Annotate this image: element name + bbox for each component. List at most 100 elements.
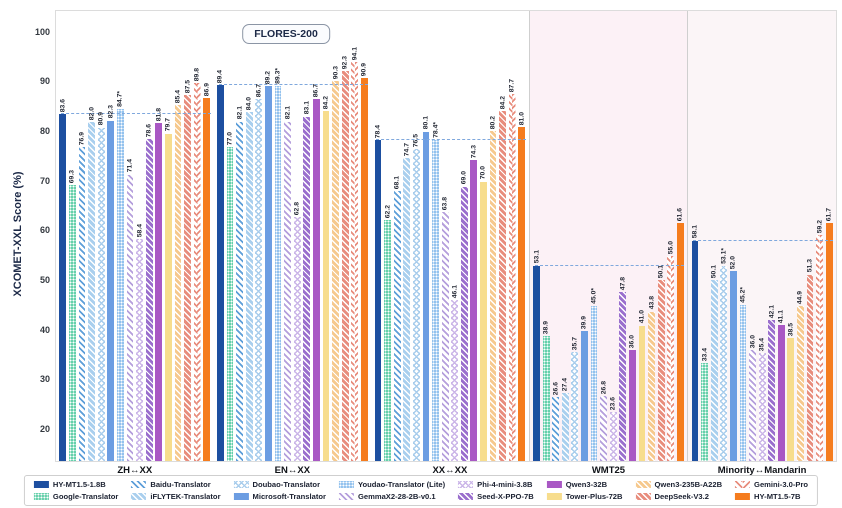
legend-label: Doubao-Translator	[252, 480, 321, 489]
bar-Qwen3-235B-A22B: 90.3	[332, 66, 339, 461]
legend-swatch	[338, 481, 354, 488]
bar-fill	[489, 131, 497, 461]
bar-value-label: 84.2	[499, 95, 507, 110]
bar-Tower-Plus-72B: 84.2	[322, 96, 329, 461]
legend-swatch	[635, 493, 651, 500]
bar-fill	[136, 239, 143, 461]
bar-value-label: 74.3	[470, 145, 478, 159]
bar-fill	[619, 291, 627, 461]
bar-DeepSeek-V3.2: 87.5	[184, 80, 191, 461]
bar-value-label: 50.1	[657, 265, 665, 279]
baseline-dashed-reference	[534, 264, 685, 266]
bar-fill	[600, 396, 608, 461]
bar-value-label: 70.0	[479, 166, 487, 180]
bar-Gemini-3.0-Pro: 55.0	[667, 241, 675, 461]
bar-value-label: 78.4	[374, 124, 382, 138]
bar-GemmaX2-28-2B-v0.1: 26.8	[600, 381, 608, 461]
flores-200-badge: FLORES-200	[242, 24, 330, 44]
legend-item-Doubao-Translator: Doubao-Translator	[233, 480, 326, 489]
bar-value-label: 58.4	[136, 223, 144, 238]
baseline-dashed-reference	[376, 139, 526, 140]
bar-value-label: 69.0	[460, 171, 468, 185]
bar-value-label: 58.1	[691, 225, 699, 239]
bar-fill	[107, 120, 115, 461]
bar-value-label: 89.3*	[274, 68, 282, 84]
bar-value-label: 83.1	[303, 101, 311, 115]
legend-item-HY-MT1.5-1.8B: HY-MT1.5-1.8B	[33, 480, 118, 489]
bar-HY-MT1.5-7B: 90.9	[361, 63, 368, 461]
legend-label: HY-MT1.5-1.8B	[52, 480, 106, 489]
y-tick-label: 30	[39, 374, 50, 385]
bar-Tower-Plus-72B: 79.7	[164, 118, 172, 461]
bar-Gemini-3.0-Pro: 59.2	[816, 220, 823, 461]
bars-row: 58.1 33.4 50.1 53.1* 52.0 45.2* 36.0 35.4 42.1 41…	[688, 11, 836, 461]
bar-HY-MT1.5-1.8B: 53.1	[533, 250, 540, 461]
bar-fill	[274, 85, 282, 461]
bar-fill	[312, 98, 320, 461]
bar-fill	[629, 350, 636, 461]
bar-value-label: 59.2	[816, 220, 824, 234]
bar-value-label: 84.7*	[116, 90, 124, 107]
bar-DeepSeek-V3.2: 50.1	[657, 265, 665, 461]
legend-label: Seed-X-PPO-7B	[477, 492, 534, 501]
legend-swatch	[131, 481, 147, 488]
bar-value-label: 62.8	[293, 202, 301, 216]
bar-value-label: 38.9	[542, 320, 550, 334]
bar-value-label: 83.6	[59, 98, 67, 113]
legend-label: Gemini-3.0-Pro	[754, 480, 809, 489]
bar-fill	[729, 271, 737, 461]
bar-value-label: 71.4	[126, 159, 134, 173]
bar-fill	[657, 280, 665, 461]
bar-fill	[777, 325, 785, 461]
bar-HY-MT1.5-1.8B: 83.6	[59, 99, 66, 461]
bar-fill	[226, 146, 234, 461]
bar-value-label: 82.1	[284, 106, 292, 120]
legend-swatch	[233, 481, 249, 488]
bar-Phi-4-mini-3.8B: 35.4	[759, 338, 766, 461]
bar-iFLYTEK-Translator: 27.4	[562, 378, 569, 461]
bar-fill	[508, 93, 516, 461]
baseline-dashed-reference	[218, 84, 369, 86]
bar-value-label: 80.9	[97, 112, 105, 126]
bar-value-label: 43.8	[648, 296, 656, 310]
bar-value-label: 87.7	[508, 78, 516, 92]
bar-Tower-Plus-72B: 38.5	[787, 323, 794, 461]
bar-value-label: 35.7	[571, 336, 579, 350]
bar-Qwen3-235B-A22B: 80.2	[489, 116, 497, 461]
group-Minority↔Mandarin: 58.1 33.4 50.1 53.1* 52.0 45.2* 36.0 35.4 42.1 41…	[687, 11, 836, 476]
bar-Microsoft-Translator: 80.1	[422, 116, 430, 461]
bar-fill	[667, 256, 675, 461]
bar-value-label: 68.1	[393, 175, 401, 190]
bar-Doubao-Translator: 35.7	[571, 337, 578, 461]
bar-value-label: 45.0*	[590, 287, 598, 304]
bar-fill	[193, 83, 201, 461]
bar-Doubao-Translator: 53.1*	[720, 248, 727, 461]
bar-fill	[638, 325, 646, 461]
bar-value-label: 46.1	[451, 285, 459, 299]
bar-fill	[384, 220, 391, 461]
legend-label: Qwen3-235B-A22B	[654, 480, 723, 489]
bar-iFLYTEK-Translator: 84.0	[246, 97, 253, 461]
bar-Gemini-3.0-Pro: 94.1	[351, 47, 358, 461]
legend-item-GemmaX2-28-2B-v0.1: GemmaX2-28-2B-v0.1	[338, 492, 445, 501]
bar-HY-MT1.5-1.8B: 58.1	[691, 225, 698, 461]
x-group-label: WMT25	[591, 465, 626, 476]
bar-value-label: 69.3	[68, 169, 76, 184]
legend-swatch	[735, 481, 751, 488]
bars-row: 78.4 62.2 68.1 74.7 76.5 80.1 78.4* 63.8 46.1 69.…	[371, 11, 529, 461]
bar-Seed-X-PPO-7B: 42.1	[768, 305, 775, 461]
legend-item-Qwen3-235B-A22B: Qwen3-235B-A22B	[635, 480, 723, 489]
bar-value-label: 52.0	[729, 255, 737, 269]
legend-swatch	[458, 481, 474, 488]
bar-fill	[422, 131, 430, 461]
y-tick-label: 70	[39, 175, 50, 186]
legend-item-HY-MT1.5-7B: HY-MT1.5-7B	[735, 492, 808, 501]
bar-value-label: 51.3	[806, 259, 814, 273]
bar-fill	[499, 111, 507, 461]
bar-fill	[145, 139, 153, 461]
bar-fill	[164, 133, 172, 461]
bar-value-label: 78.4*	[432, 122, 439, 138]
bar-HY-MT1.5-1.8B: 89.4	[217, 70, 224, 461]
legend-item-iFLYTEK-Translator: iFLYTEK-Translator	[131, 492, 221, 501]
bar-iFLYTEK-Translator: 82.0	[88, 107, 95, 461]
